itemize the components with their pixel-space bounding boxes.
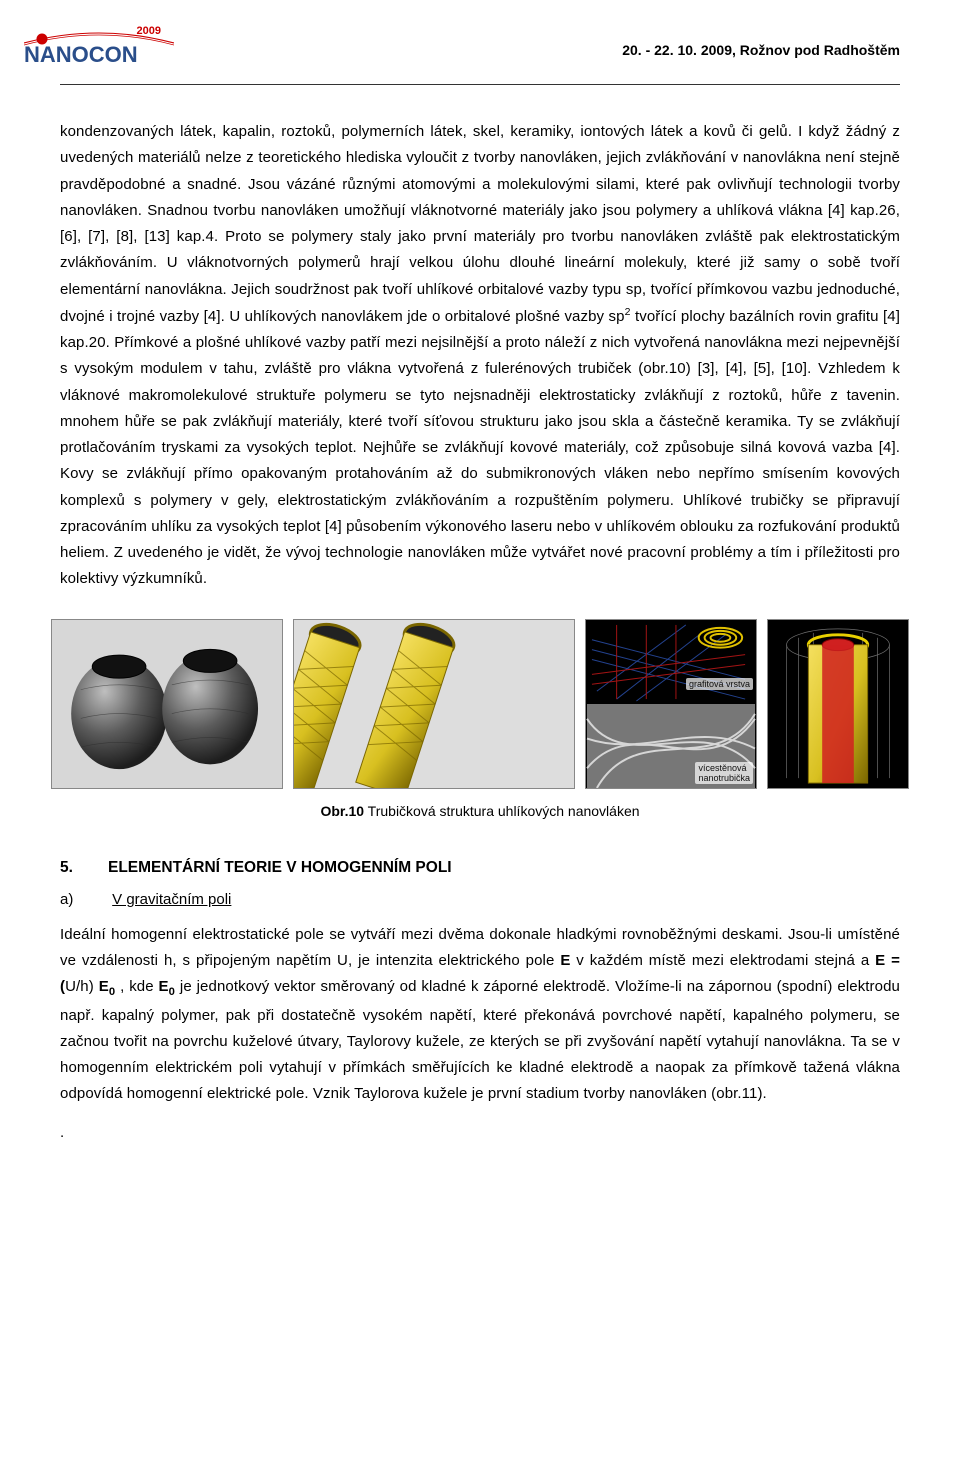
figure-10-panel-c: grafitová vrstva vícestěnová nanotrubičk…: [585, 619, 757, 789]
logo-word: NANOCON: [24, 42, 138, 67]
figure-10-panel-b: [293, 619, 575, 789]
logo-year: 2009: [137, 26, 161, 37]
figure-10-panel-d: [767, 619, 909, 789]
subsection-title: V gravitačním poli: [112, 891, 231, 908]
subsection-a: a) V gravitačním poli: [60, 891, 900, 908]
section-title: ELEMENTÁRNÍ TEORIE V HOMOGENNÍM POLI: [108, 859, 452, 877]
section-number: 5.: [60, 859, 108, 877]
paragraph-2: Ideální homogenní elektrostatické pole s…: [60, 922, 900, 1108]
section-5-heading: 5. ELEMENTÁRNÍ TEORIE V HOMOGENNÍM POLI: [60, 859, 900, 877]
subsection-letter: a): [60, 891, 108, 908]
nanocon-logo: NANOCON 2009: [24, 26, 174, 76]
figure-c-label-top: grafitová vrstva: [686, 678, 753, 690]
figure-10-panel-a: [51, 619, 283, 789]
header-date: 20. - 22. 10. 2009, Rožnov pod Radhoštěm: [622, 42, 900, 58]
trailing-dot: .: [60, 1120, 900, 1146]
figure-caption: Obr.10 Trubičková struktura uhlíkových n…: [60, 803, 900, 819]
figure-caption-bold: Obr.10: [320, 803, 364, 819]
page-header: NANOCON 2009 20. - 22. 10. 2009, Rožnov …: [60, 20, 900, 85]
figure-10: grafitová vrstva vícestěnová nanotrubičk…: [60, 619, 900, 789]
figure-c-label-bottom: vícestěnová nanotrubička: [695, 762, 753, 784]
figure-caption-text: Trubičková struktura uhlíkových nanovlák…: [364, 803, 639, 819]
main-paragraph: kondenzovaných látek, kapalin, roztoků, …: [60, 119, 900, 593]
